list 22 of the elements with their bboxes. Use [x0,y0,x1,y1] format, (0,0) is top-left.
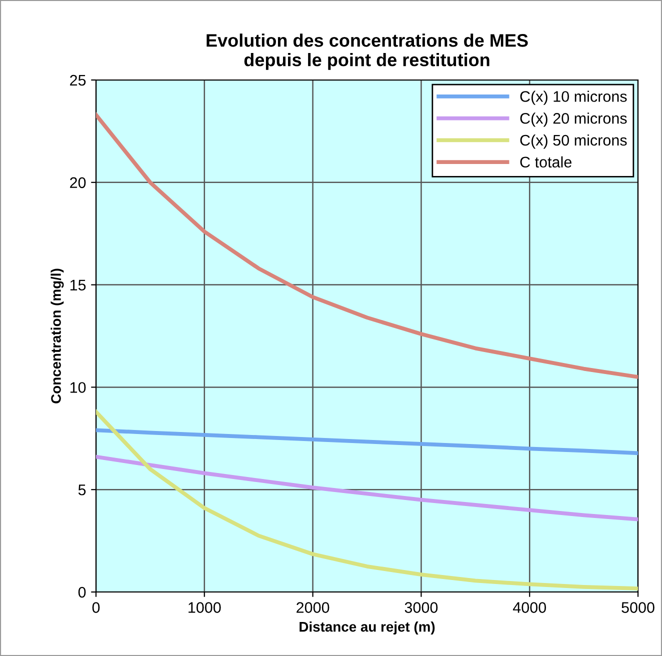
x-tick-label: 3000 [404,602,438,613]
x-axis-title: Distance au rejet (m) [300,622,435,634]
line-series [96,428,638,456]
x-tick-label: 0 [92,602,100,613]
y-tick-label: 25 [70,74,86,86]
legend-label: C totale [520,156,572,168]
legend-label: C(x) 20 microns [520,112,627,127]
x-tick-label: 2000 [296,602,330,613]
x-tick-label: 1000 [188,602,221,613]
legend-label: C(x) 10 microns [520,90,627,105]
y-tick-label: 15 [70,280,86,290]
line-series [96,454,638,522]
y-tick-label: 10 [70,382,86,393]
y-axis-title: Concentration (mg/l) [50,268,64,404]
chart-title: Evolution des concentrations de MES depuis le point de restitution [206,34,528,70]
x-tick-label: 5000 [622,602,654,613]
y-tick-label: 5 [78,484,86,496]
line-series [96,112,638,379]
legend-label: C(x) 50 microns [520,134,627,149]
y-tick-label: 0 [78,586,86,598]
y-tick-label: 20 [70,177,86,188]
x-tick-label: 4000 [512,602,546,613]
